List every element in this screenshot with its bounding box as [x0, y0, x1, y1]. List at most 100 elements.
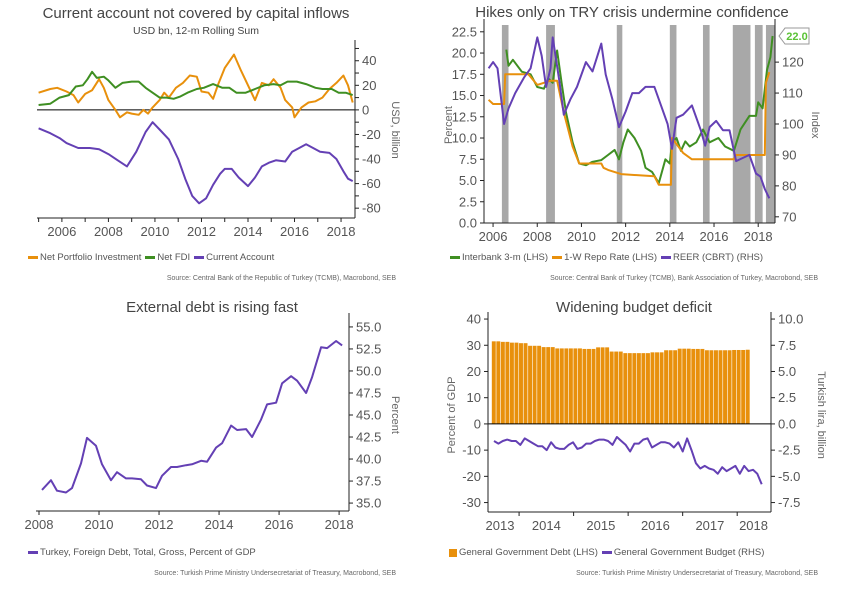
- shaded-period-band: [754, 25, 763, 223]
- x-tick-label: 2008: [25, 517, 54, 532]
- bar: [704, 350, 709, 424]
- right-y-tick-label: 80: [782, 178, 796, 193]
- bar: [727, 350, 732, 424]
- bar: [555, 348, 560, 424]
- chart1-subtitle: USD bn, 12-m Rolling Sum: [132, 25, 260, 37]
- right-y-tick-label: 100: [782, 117, 804, 132]
- legend-item: General Government Debt (LHS): [449, 547, 598, 558]
- right-y-tick-label: 10.0: [778, 312, 803, 327]
- legend-swatch-green: [450, 256, 460, 259]
- bar: [568, 348, 573, 424]
- right-y-tick-label: 120: [782, 55, 804, 70]
- legend-swatch-purple: [28, 551, 38, 554]
- x-tick-label: 2010: [567, 229, 596, 244]
- chart4-legend: General Government Debt (LHS) General Go…: [449, 547, 764, 558]
- bar: [596, 347, 601, 424]
- bar: [591, 348, 596, 424]
- x-tick-label: 2016: [641, 518, 670, 533]
- bar: [682, 348, 687, 424]
- x-tick-label: 2014: [205, 517, 234, 532]
- bar: [745, 349, 750, 424]
- legend-item: Current Account: [194, 252, 274, 263]
- bar: [664, 350, 669, 424]
- bar: [645, 353, 650, 424]
- series-line-1-w-repo-rate-lhs-: [487, 71, 771, 186]
- bar: [627, 353, 632, 424]
- legend-swatch-purple: [194, 256, 205, 259]
- bar: [505, 341, 510, 424]
- chart2-title: Hikes only on TRY crisis undermine confi…: [475, 4, 789, 21]
- series-line-interbank-3-m-lhs-: [505, 35, 774, 185]
- x-tick-label: 2012: [145, 517, 174, 532]
- right-y-tick-label: -80: [362, 201, 381, 216]
- bar: [550, 347, 555, 424]
- left-y-tick-label: -20: [462, 469, 481, 484]
- chart2-legend: Interbank 3-m (LHS) 1-W Repo Rate (LHS) …: [450, 252, 763, 263]
- right-y-tick-label: 90: [782, 147, 796, 162]
- left-y-tick-label: 5.0: [459, 173, 477, 188]
- legend-swatch-orange-bar: [449, 548, 457, 557]
- right-y-tick-label: 7.5: [778, 338, 796, 353]
- left-y-tick-label: 15.0: [452, 88, 477, 103]
- bar: [650, 352, 655, 424]
- legend-item: REER (CBRT) (RHS): [660, 252, 763, 263]
- x-tick-label: 2010: [85, 517, 114, 532]
- x-tick-label: 2008: [523, 229, 552, 244]
- bar: [636, 353, 641, 424]
- legend-item: Turkey, Foreign Debt, Total, Gross, Perc…: [28, 547, 256, 558]
- right-y-tick-label: 52.5: [356, 341, 381, 356]
- legend-swatch-orange: [552, 256, 563, 259]
- series-line-turkey-foreign-debt-total-gross-percent-of-gdp: [41, 340, 343, 494]
- bar: [559, 348, 564, 424]
- bar: [741, 349, 746, 424]
- left-y-tick-label: 10.0: [452, 131, 477, 146]
- right-y-tick-label: 47.5: [356, 385, 381, 400]
- bar: [641, 353, 646, 424]
- bar: [546, 347, 551, 424]
- chart3-legend: Turkey, Foreign Debt, Total, Gross, Perc…: [28, 547, 256, 558]
- bar: [632, 353, 637, 424]
- left-y-tick-label: 0: [474, 416, 481, 431]
- bar: [496, 341, 501, 424]
- chart3-source: Source: Turkish Prime Ministry Undersecr…: [154, 570, 396, 577]
- right-y-tick-label: 35.0: [356, 496, 381, 511]
- right-y-tick-label: -7.5: [778, 495, 800, 510]
- left-y-tick-label: 10: [467, 390, 481, 405]
- bar: [537, 345, 542, 424]
- bar: [732, 349, 737, 424]
- right-y-tick-label: -5.0: [778, 469, 800, 484]
- value-callout-label: 22.0: [786, 31, 807, 43]
- left-y-tick-label: 20: [467, 364, 481, 379]
- x-tick-label: 2014: [532, 518, 561, 533]
- legend-item: General Government Budget (RHS): [601, 547, 764, 558]
- x-tick-label: 2018: [327, 224, 356, 239]
- legend-item: Net FDI: [145, 252, 190, 263]
- x-tick-label: 2016: [700, 229, 729, 244]
- bar: [609, 351, 614, 424]
- legend-label: Net Portfolio Investment: [40, 252, 142, 263]
- x-tick-label: 2018: [325, 517, 354, 532]
- bar: [736, 349, 741, 424]
- chart2-source: Source: Central Bank of Turkey (TCMB), B…: [550, 275, 818, 282]
- left-y-tick-label: 20.0: [452, 46, 477, 61]
- chart3-title: External debt is rising fast: [126, 299, 298, 316]
- bar: [491, 341, 496, 424]
- left-y-tick-label: 2.5: [459, 194, 477, 209]
- bar: [691, 348, 696, 424]
- shaded-period-band: [702, 25, 710, 223]
- bar: [509, 342, 514, 424]
- chart4-title: Widening budget deficit: [556, 299, 712, 316]
- right-y-tick-label: 42.5: [356, 430, 381, 445]
- bar: [573, 348, 578, 424]
- left-y-tick-label: 0.0: [459, 216, 477, 231]
- bar: [668, 350, 673, 424]
- legend-swatch-purple: [601, 551, 612, 554]
- left-y-axis-title: Percent: [443, 106, 455, 144]
- left-y-tick-label: 30: [467, 338, 481, 353]
- bar: [587, 348, 591, 424]
- right-y-tick-label: -40: [362, 152, 381, 167]
- bar: [700, 348, 705, 424]
- bar: [605, 347, 610, 424]
- right-y-tick-label: 20: [362, 78, 376, 93]
